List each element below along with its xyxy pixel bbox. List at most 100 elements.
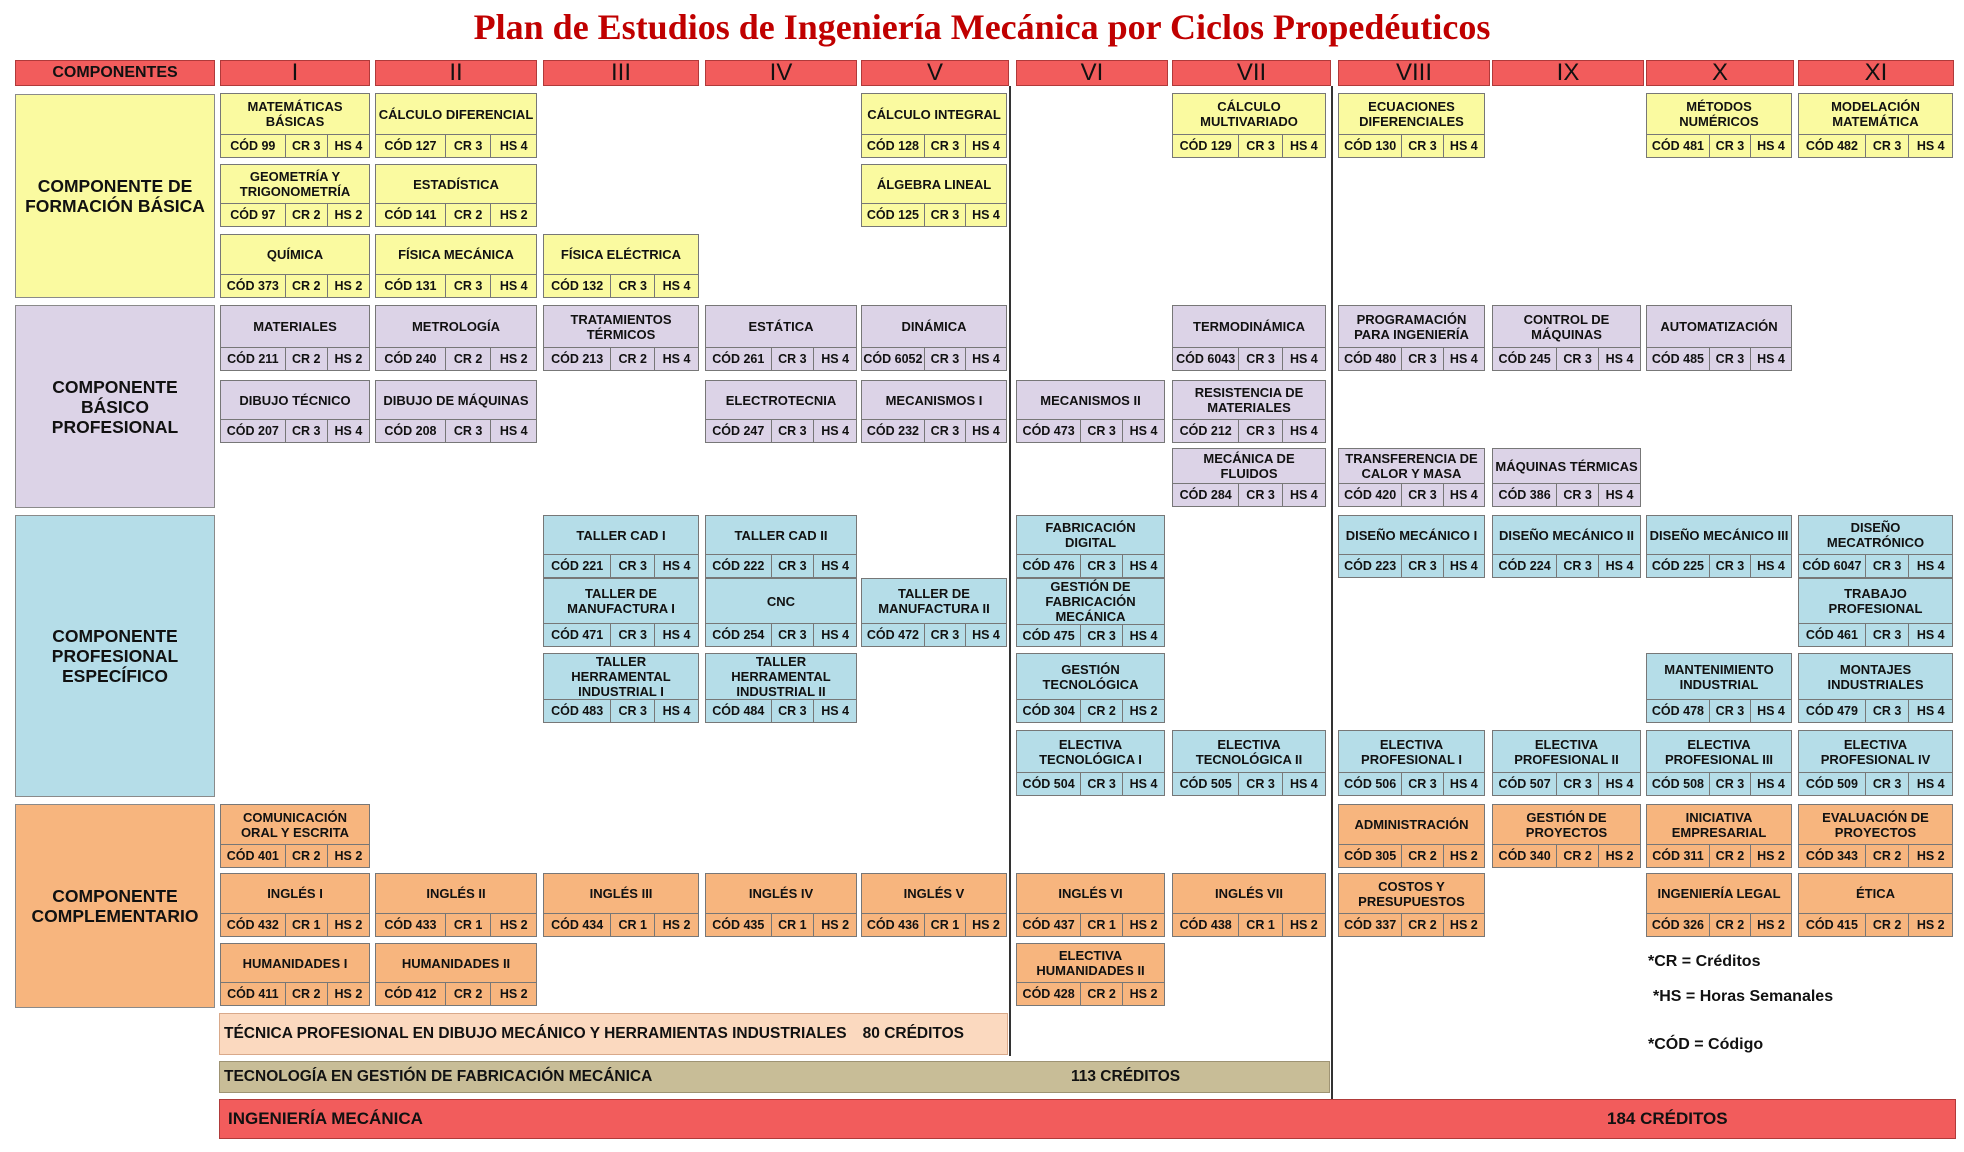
course-cell: ESTÁTICA CÓD 261 CR 3 HS 4 [705,305,857,371]
course-details: CÓD 471 CR 3 HS 4 [544,623,698,646]
course-credits: CR 3 [1238,484,1281,506]
course-credits: CR 3 [610,555,654,577]
course-details: CÓD 254 CR 3 HS 4 [706,623,856,646]
course-cell: CÁLCULO DIFERENCIAL CÓD 127 CR 3 HS 4 [375,93,537,158]
course-hours: HS 4 [1749,700,1791,722]
legend-cr: *CR = Créditos [1648,953,1761,970]
course-cell: GESTIÓN TECNOLÓGICA CÓD 304 CR 2 HS 2 [1016,653,1165,723]
course-cell: CÁLCULO MULTIVARIADO CÓD 129 CR 3 HS 4 [1172,93,1326,158]
legend-hs: *HS = Horas Semanales [1653,988,1834,1005]
course-hours: HS 2 [1908,914,1952,936]
course-name: CÁLCULO MULTIVARIADO [1200,99,1298,129]
course-code: CÓD 207 [226,424,279,438]
course-hours: HS 4 [964,348,1006,370]
semester-header: I [220,59,370,86]
course-code: CÓD 141 [384,208,437,222]
course-hours: HS 2 [326,204,369,226]
course-name: GESTIÓN DE FABRICACIÓN MECÁNICA [1045,579,1136,624]
course-cell: HUMANIDADES II CÓD 412 CR 2 HS 2 [375,943,537,1006]
course-name: ELECTIVA TECNOLÓGICA II [1195,736,1303,767]
course-cell: GESTIÓN DE PROYECTOS CÓD 340 CR 2 HS 2 [1492,804,1641,868]
course-credits: CR 3 [444,420,491,442]
course-details: CÓD 245 CR 3 HS 4 [1493,347,1640,370]
course-cell: INGLÉS V CÓD 436 CR 1 HS 2 [861,873,1007,937]
course-name: ELECTIVA PROFESIONAL I [1361,736,1462,767]
course-cell: TALLER DE MANUFACTURA I CÓD 471 CR 3 HS 4 [543,578,699,647]
course-credits: CR 3 [1238,773,1281,795]
course-code: CÓD 508 [1651,777,1704,791]
level-tecnologia-band: TECNOLOGÍA EN GESTIÓN DE FABRICACIÓN MEC… [219,1061,1330,1093]
course-credits: CR 3 [1401,773,1442,795]
course-cell: ÉTICA CÓD 415 CR 2 HS 2 [1798,873,1953,937]
course-credits: CR 3 [284,135,327,157]
course-credits: CR 3 [770,555,814,577]
course-name: MATEMÁTICAS BÁSICAS [247,99,343,129]
course-cell: INICIATIVA EMPRESARIAL CÓD 311 CR 2 HS 2 [1646,804,1792,868]
course-credits: CR 3 [1401,555,1442,577]
course-hours: HS 4 [964,420,1006,442]
course-credits: CR 3 [1080,555,1122,577]
course-cell: TALLER HERRAMENTAL INDUSTRIAL I CÓD 483 CR… [543,653,699,723]
category-formacion-basica: COMPONENTE DE FORMACIÓN BÁSICA [15,94,215,298]
course-credits: CR 2 [284,983,327,1005]
course-name: DIBUJO DE MÁQUINAS [383,392,529,408]
course-code: CÓD 128 [866,139,919,153]
course-hours: HS 4 [1908,624,1952,646]
course-credits: CR 2 [444,204,491,226]
course-name: MECANISMOS II [1040,392,1141,408]
course-details: CÓD 436 CR 1 HS 2 [862,913,1006,936]
course-code: CÓD 212 [1179,424,1232,438]
course-hours: HS 4 [1281,484,1325,506]
course-name: ELECTIVA PROFESIONAL II [1514,736,1619,767]
course-details: CÓD 6043 CR 3 HS 4 [1173,347,1325,370]
course-cell: DISEÑO MECATRÓNICO CÓD 6047 CR 3 HS 4 [1798,515,1953,578]
course-name: INGLÉS I [267,886,323,901]
course-credits: CR 3 [1401,135,1442,157]
course-cell: MATEMÁTICAS BÁSICAS CÓD 99 CR 3 HS 4 [220,93,370,158]
course-details: CÓD 473 CR 3 HS 4 [1017,419,1164,442]
course-code: CÓD 428 [1022,987,1075,1001]
course-details: CÓD 438 CR 1 HS 2 [1173,913,1325,936]
course-credits: CR 3 [1238,420,1281,442]
course-code: CÓD 412 [384,987,437,1001]
course-details: CÓD 207 CR 3 HS 4 [221,419,369,442]
course-hours: HS 4 [654,555,698,577]
course-details: CÓD 508 CR 3 HS 4 [1647,772,1791,795]
course-code: CÓD 506 [1344,777,1397,791]
course-name: RESISTENCIA DE MATERIALES [1194,385,1304,415]
course-code: CÓD 223 [1344,559,1397,573]
course-credits: CR 3 [1080,420,1122,442]
level-tecnica-credits: 80 CRÉDITOS [862,1025,964,1042]
course-details: CÓD 472 CR 3 HS 4 [862,623,1006,646]
course-name: MECÁNICA DE FLUIDOS [1203,451,1295,481]
course-credits: CR 2 [1708,845,1750,867]
course-code: CÓD 6043 [1176,352,1236,366]
course-hours: HS 2 [326,348,369,370]
course-credits: CR 2 [284,204,327,226]
course-name: ESTADÍSTICA [413,176,499,192]
course-hours: HS 4 [813,700,856,722]
course-code: CÓD 132 [551,279,604,293]
level-tecnologia-name: TECNOLOGÍA EN GESTIÓN DE FABRICACIÓN MEC… [224,1068,653,1085]
course-hours: HS 2 [1122,914,1164,936]
course-details: CÓD 6052 CR 3 HS 4 [862,347,1006,370]
course-hours: HS 4 [964,624,1006,646]
course-name: MATERIALES [253,319,337,334]
course-name: CNC [766,593,796,609]
course-hours: HS 4 [964,204,1006,226]
course-name: FÍSICA MECÁNICA [398,247,514,262]
course-name: QUÍMICA [266,247,324,262]
course-cell: ELECTIVA TECNOLÓGICA II CÓD 505 CR 3 HS 4 [1172,730,1326,796]
course-hours: HS 4 [1442,135,1484,157]
course-credits: CR 2 [444,983,491,1005]
course-credits: CR 3 [1556,555,1598,577]
course-code: CÓD 225 [1651,559,1704,573]
course-hours: HS 4 [1122,773,1164,795]
course-credits: CR 1 [444,914,491,936]
course-details: CÓD 481 CR 3 HS 4 [1647,134,1791,157]
course-name: TALLER CAD I [576,527,666,543]
course-credits: CR 3 [1401,484,1442,506]
course-credits: CR 2 [1708,914,1750,936]
course-details: CÓD 128 CR 3 HS 4 [862,134,1006,157]
